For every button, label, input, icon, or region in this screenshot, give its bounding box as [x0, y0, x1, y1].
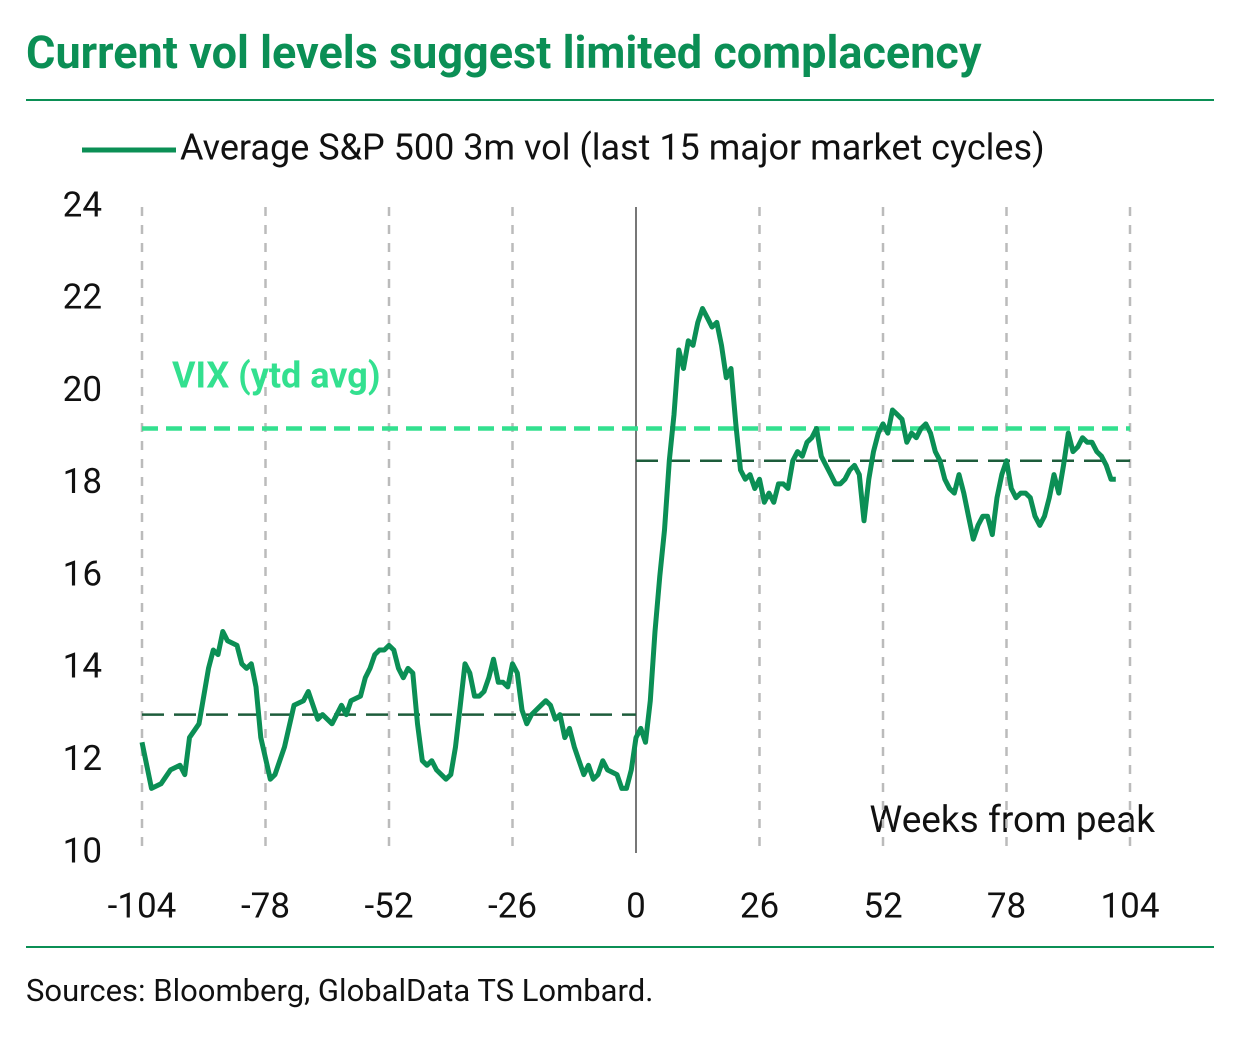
- y-tick-label: 24: [63, 184, 102, 225]
- legend-label: Average S&P 500 3m vol (last 15 major ma…: [180, 127, 1045, 169]
- y-tick-label: 14: [63, 646, 102, 687]
- x-tick-label: 52: [863, 885, 902, 926]
- y-tick-label: 22: [63, 277, 102, 318]
- reference-label: VIX (ytd avg): [172, 355, 380, 397]
- y-tick-label: 12: [63, 738, 102, 779]
- x-tick-label: 0: [626, 885, 646, 926]
- y-tick-label: 10: [63, 830, 102, 871]
- data-line: [139, 306, 1116, 791]
- x-tick-label: -26: [488, 885, 537, 926]
- x-axis-label: Weeks from peak: [869, 799, 1155, 842]
- y-tick-label: 16: [63, 553, 102, 594]
- y-tick-label: 20: [63, 369, 102, 410]
- chart-title: Current vol levels suggest limited compl…: [26, 26, 982, 79]
- legend: Average S&P 500 3m vol (last 15 major ma…: [82, 127, 1045, 169]
- x-tick-label: 78: [987, 885, 1026, 926]
- x-tick-label: 26: [740, 885, 779, 926]
- y-tick-label: 18: [63, 461, 102, 502]
- x-tick-label: -104: [108, 885, 177, 926]
- x-tick-label: 104: [1100, 885, 1159, 926]
- x-tick-label: -78: [241, 885, 290, 926]
- x-tick-label: -52: [364, 885, 413, 926]
- source-note: Sources: Bloomberg, GlobalData TS Lombar…: [26, 972, 653, 1009]
